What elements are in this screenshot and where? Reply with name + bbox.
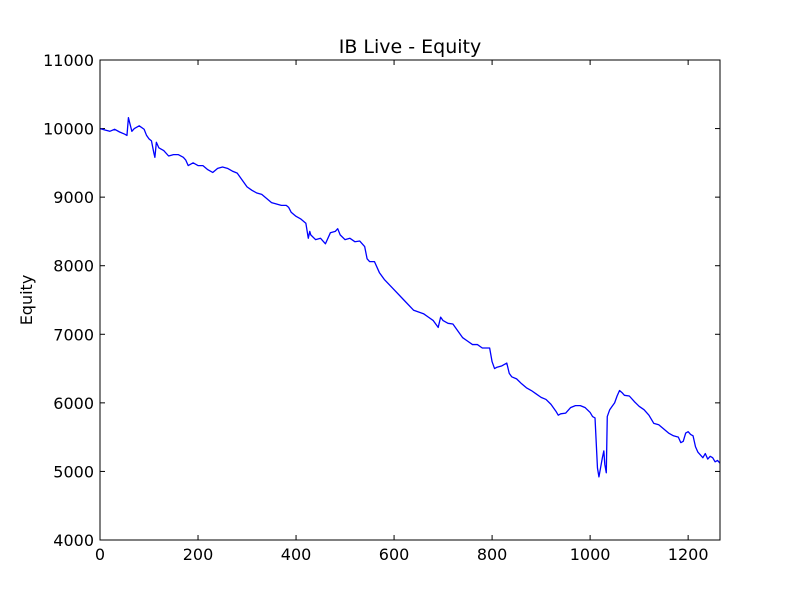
y-tick-label: 8000 — [53, 257, 94, 276]
x-tick-label: 1200 — [668, 545, 709, 564]
y-tick-label: 7000 — [53, 325, 94, 344]
plot-area — [100, 116, 720, 478]
axis-ticks: 0 200 400 600 800 1000 1200 4000 5000 6000 7000 800… — [43, 51, 720, 564]
y-tick-label: 11000 — [43, 51, 94, 70]
equity-series-line — [100, 116, 720, 478]
plot-frame — [99, 59, 721, 541]
x-tick-label: 0 — [95, 545, 105, 564]
x-tick-label: 400 — [281, 545, 312, 564]
y-tick-label: 10000 — [43, 120, 94, 139]
y-tick-label: 6000 — [53, 394, 94, 413]
y-tick-label: 5000 — [53, 462, 94, 481]
x-tick-label: 800 — [477, 545, 508, 564]
x-tick-label: 200 — [183, 545, 214, 564]
y-axis-label: Equity — [17, 275, 36, 326]
chart-title: IB Live - Equity — [339, 36, 482, 58]
y-tick-label: 9000 — [53, 188, 94, 207]
y-tick-label: 4000 — [53, 531, 94, 550]
x-tick-label: 600 — [379, 545, 410, 564]
x-tick-label: 1000 — [570, 545, 611, 564]
